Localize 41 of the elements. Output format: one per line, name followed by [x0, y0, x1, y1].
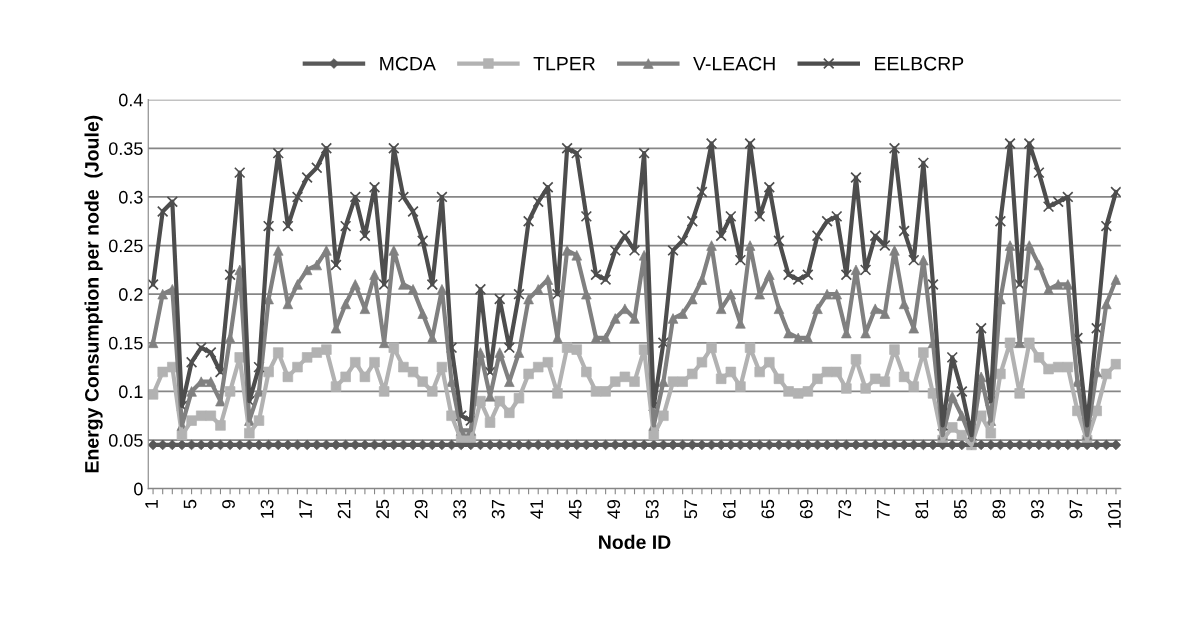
x-tick-label: 65 [761, 499, 775, 519]
x-tick-label: 45 [568, 499, 582, 519]
x-tick-label: 17 [299, 500, 312, 518]
y-tick-label: 0.35 [108, 142, 143, 156]
y-tick-label: 0.4 [119, 93, 143, 107]
y-tick-label: 0.2 [119, 288, 143, 301]
x-tick-label: 37 [491, 500, 505, 519]
x-tick-label: 5 [183, 499, 197, 509]
x-tick-label: 21 [337, 499, 351, 519]
x-tick-label: 9 [222, 499, 235, 509]
x-tick-label: 77 [877, 500, 890, 519]
x-tick-label: 93 [1030, 499, 1044, 519]
legend-label: MCDA [380, 56, 436, 71]
x-tick-label: 57 [684, 500, 698, 519]
y-tick-label: 0.3 [119, 190, 143, 204]
x-tick-label: 81 [915, 499, 929, 519]
x-tick-label: 29 [414, 499, 428, 519]
x-tick-label: 49 [607, 499, 621, 519]
x-tick-label: 1 [145, 499, 158, 508]
x-tick-label: 97 [1069, 500, 1083, 519]
legend-label: EELBCRP [875, 56, 964, 71]
x-tick-label: 89 [992, 499, 1006, 519]
legend-label: V-LEACH [693, 56, 775, 71]
y-tick-label: 0.05 [108, 433, 143, 447]
y-tick-label: 0.1 [119, 385, 143, 399]
y-axis-title: Energy Consumption per node (Joule) [84, 115, 103, 473]
x-tick-label: 61 [722, 499, 736, 519]
x-tick-label: 85 [953, 499, 967, 519]
x-tick-label: 13 [260, 499, 274, 518]
x-tick-label: 73 [838, 499, 852, 519]
x-axis-title: Node ID [599, 534, 671, 550]
x-tick-label: 69 [799, 499, 813, 519]
x-tick-label: 41 [530, 499, 543, 519]
y-tick-label: 0 [134, 482, 143, 496]
y-tick-label: 0.25 [108, 239, 143, 253]
x-tick-label: 101 [1108, 499, 1121, 528]
x-tick-label: 33 [453, 499, 467, 519]
x-tick-label: 25 [376, 499, 390, 519]
y-tick-label: 0.15 [108, 336, 143, 350]
legend-label: TLPER [533, 56, 595, 71]
x-tick-label: 53 [645, 499, 659, 519]
